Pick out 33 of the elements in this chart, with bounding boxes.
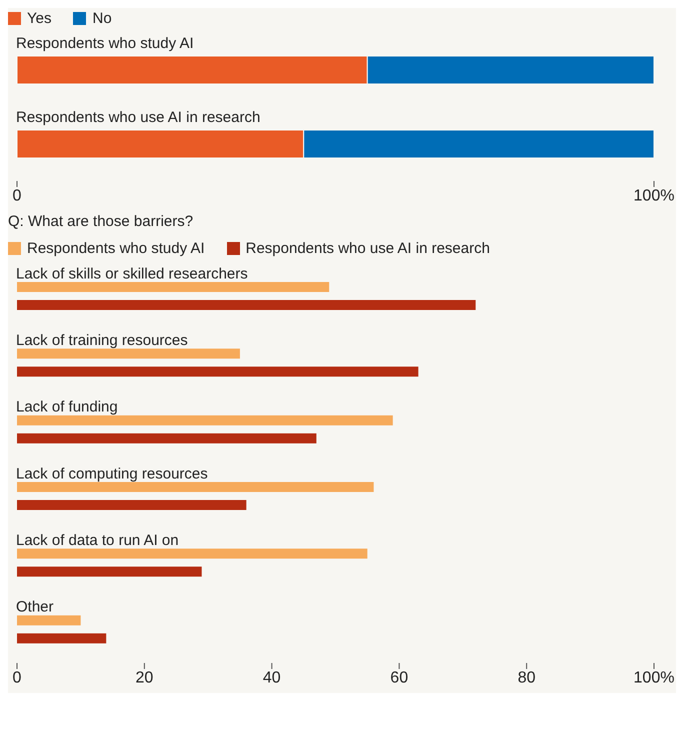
x-tick-label: 40 [262, 669, 281, 686]
x-tick-label: 0 [12, 187, 22, 204]
y-tick-label: Lack of data to run AI on [16, 532, 179, 549]
bar [17, 415, 393, 426]
chart-title: Q: What are those barriers? [8, 212, 194, 232]
bar [17, 282, 330, 292]
bar [17, 500, 246, 510]
legend-label: No [92, 10, 112, 27]
y-tick-label: Lack of training resources [16, 332, 188, 349]
bar [17, 433, 316, 444]
x-tick-label: 100% [634, 669, 674, 686]
legend-label: Respondents who use AI in research [246, 240, 490, 257]
x-tick-label: 0 [12, 669, 22, 686]
bar [17, 548, 368, 559]
y-tick-label: Lack of skills or skilled researchers [16, 265, 248, 282]
bar [17, 615, 81, 626]
legend-label: Yes [27, 10, 52, 27]
y-tick-label: Other [16, 598, 54, 616]
x-tick-label: 60 [390, 669, 408, 686]
x-tick-label: 100% [634, 187, 674, 204]
x-tick-label: 80 [518, 669, 536, 686]
legend-label: Respondents who study AI [27, 240, 205, 257]
bar [17, 633, 106, 644]
x-tick-label: 20 [136, 669, 154, 686]
y-tick-label: Lack of computing resources [16, 465, 208, 482]
bar [17, 566, 202, 577]
bar [17, 348, 240, 359]
y-tick-label: Respondents who study AI [16, 35, 194, 52]
y-tick-label: Respondents who use AI in research [16, 109, 260, 126]
bar [17, 366, 418, 377]
bar [17, 482, 374, 492]
bar [17, 300, 476, 310]
y-tick-label: Lack of funding [16, 398, 118, 416]
